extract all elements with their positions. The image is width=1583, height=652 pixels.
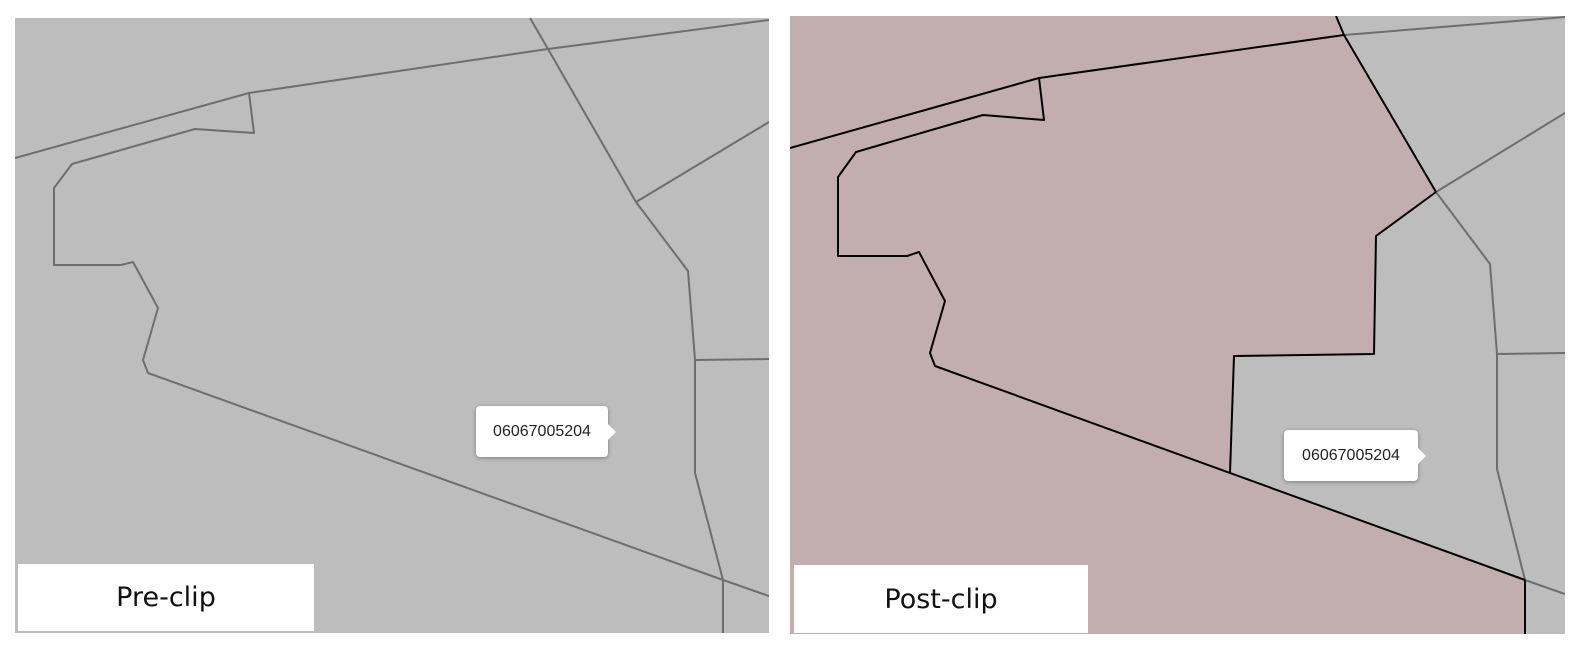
tract-boundary-east-branch [1435, 112, 1565, 193]
clipped-boundary-inner [1229, 191, 1437, 474]
tract-boundary-north [1343, 16, 1565, 36]
tract-boundary-southeast [1524, 579, 1565, 595]
tract-boundary-outline [53, 92, 724, 581]
clipped-region [790, 16, 1525, 634]
tract-boundaries [15, 18, 769, 633]
map-background [15, 18, 769, 633]
tract-boundary-east-lower [694, 358, 769, 361]
tract-boundary-northeast [529, 18, 724, 633]
pre-clip-map[interactable] [15, 18, 769, 633]
post-clip-map[interactable] [790, 16, 1565, 634]
tract-boundary-east-branch [635, 121, 769, 203]
post-clip-label: Post-clip [794, 565, 1088, 633]
tract-boundary-north [15, 19, 769, 159]
clipped-boundary-northeast [1335, 16, 1437, 193]
pre-clip-label: Pre-clip [18, 564, 314, 631]
tract-boundaries [1343, 16, 1565, 595]
clipped-boundaries [790, 16, 1526, 634]
clipped-boundary-outline [837, 77, 1526, 581]
tract-boundary-southeast [722, 579, 769, 597]
tract-boundary-east-lower [1496, 352, 1565, 355]
tract-id-tooltip: 06067005204 [1284, 430, 1426, 481]
tract-id-tooltip: 06067005204 [476, 406, 616, 457]
pre-clip-map-panel[interactable]: 06067005204 Pre-clip [15, 18, 769, 633]
post-clip-map-panel[interactable]: 06067005204 Post-clip [790, 16, 1565, 634]
